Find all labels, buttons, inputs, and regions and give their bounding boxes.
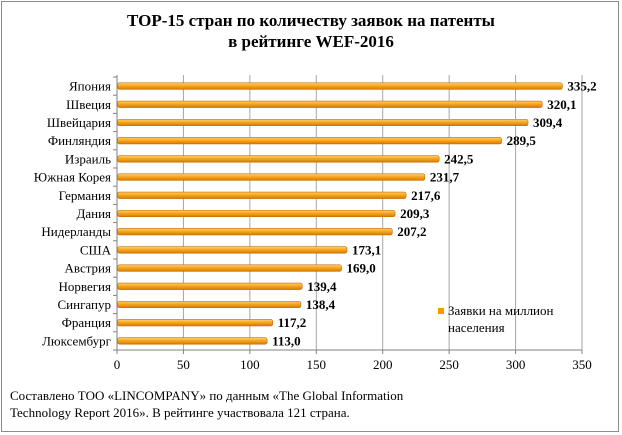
legend-label-line1: Заявки на миллион	[448, 303, 554, 318]
data-label: 335,2	[567, 79, 596, 94]
x-tick-label: 100	[240, 357, 260, 372]
category-label: Сингапур	[58, 297, 111, 312]
category-label: Финляндия	[48, 133, 111, 148]
category-label: Австрия	[65, 261, 112, 276]
bar	[117, 246, 348, 254]
bar	[117, 173, 426, 181]
legend-label-line2: населения	[448, 320, 505, 335]
data-label: 169,0	[347, 261, 376, 276]
chart-title-line2: в рейтинге WEF-2016	[228, 32, 394, 51]
x-tick-label: 0	[114, 357, 121, 372]
bar	[117, 319, 274, 327]
data-label: 231,7	[430, 170, 460, 185]
data-label: 309,4	[533, 115, 563, 130]
bar	[117, 264, 342, 272]
bar	[117, 100, 543, 108]
category-label: Норвегия	[59, 279, 112, 294]
category-label: Дания	[76, 206, 111, 221]
x-tick-label: 250	[439, 357, 459, 372]
data-label: 138,4	[306, 297, 336, 312]
category-label: Швейцария	[47, 115, 111, 130]
data-label: 173,1	[352, 242, 381, 257]
legend-label: Заявки на миллион населения	[448, 302, 598, 336]
x-tick-label: 350	[572, 357, 592, 372]
data-label: 217,6	[411, 188, 441, 203]
data-label: 209,3	[400, 206, 430, 221]
category-label: Германия	[59, 188, 111, 203]
x-tick-label: 50	[177, 357, 190, 372]
bar	[117, 228, 393, 236]
category-label: Нидерланды	[41, 224, 111, 239]
data-label: 207,2	[397, 224, 426, 239]
x-tick-label: 300	[506, 357, 526, 372]
category-label: Израиль	[65, 151, 111, 166]
data-label: 139,4	[307, 279, 337, 294]
data-label: 320,1	[547, 97, 576, 112]
bar	[117, 282, 303, 290]
bar	[117, 209, 396, 218]
bar	[117, 300, 302, 309]
source-footnote: Составлено ТОО «LINCOMPANY» по данным «T…	[10, 387, 610, 421]
data-label: 242,5	[444, 151, 474, 166]
data-label: 289,5	[507, 133, 537, 148]
data-label: 117,2	[278, 315, 307, 330]
category-label: Люксембург	[42, 333, 111, 348]
footnote-line1: Составлено ТОО «LINCOMPANY» по данным «T…	[10, 388, 404, 403]
x-tick-label: 150	[307, 357, 327, 372]
bar	[117, 155, 440, 163]
category-label: Франция	[62, 315, 111, 330]
chart-title: ТОР-15 стран по количеству заявок на пат…	[0, 10, 622, 52]
category-label: Швеция	[66, 97, 111, 112]
legend-marker	[438, 308, 444, 314]
bar	[117, 137, 502, 145]
data-label: 113,0	[272, 333, 301, 348]
x-tick-label: 200	[373, 357, 393, 372]
footnote-line2: Technology Report 2016». В рейтинге учас…	[10, 405, 350, 420]
category-label: Южная Корея	[34, 170, 111, 185]
category-label: США	[80, 242, 112, 257]
chart-title-line1: ТОР-15 стран по количеству заявок на пат…	[127, 11, 495, 30]
bar	[117, 337, 268, 345]
bar	[117, 118, 529, 127]
bar	[117, 82, 563, 90]
bar	[117, 191, 407, 199]
category-label: Япония	[69, 79, 111, 94]
